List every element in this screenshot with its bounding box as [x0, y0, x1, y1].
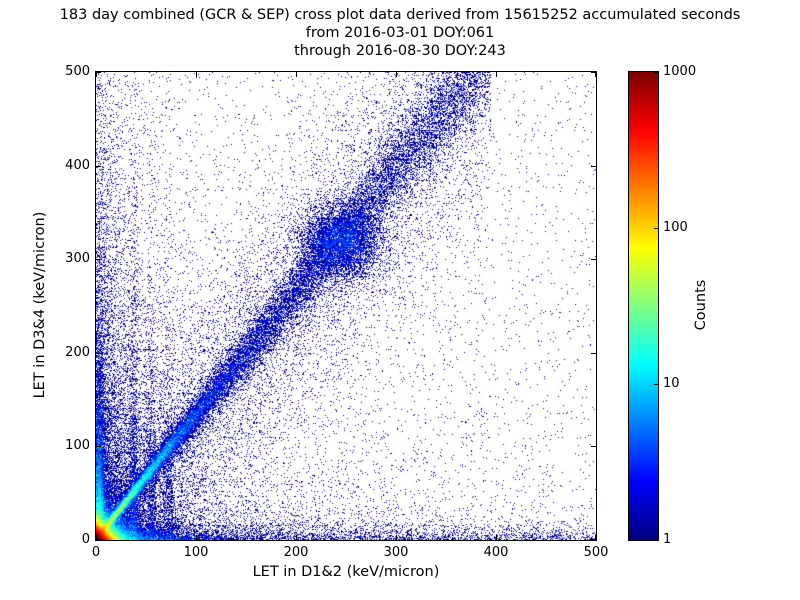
- y-tick-mark: [96, 539, 101, 540]
- x-tick-mark: [196, 535, 197, 540]
- colorbar: [628, 71, 659, 541]
- x-tick-label: 0: [91, 545, 101, 560]
- histogram-canvas: [96, 72, 596, 540]
- plot-area: [95, 71, 597, 541]
- y-tick-mark-right: [591, 166, 596, 167]
- y-tick-mark-right: [591, 72, 596, 73]
- y-tick-mark-right: [591, 446, 596, 447]
- colorbar-gradient-canvas: [629, 72, 658, 540]
- x-tick-label: 100: [183, 545, 209, 560]
- colorbar-tick-mark: [654, 228, 658, 229]
- x-tick-label: 400: [483, 545, 509, 560]
- y-tick-mark: [96, 446, 101, 447]
- colorbar-tick-mark: [654, 539, 658, 540]
- x-tick-mark-top: [496, 72, 497, 77]
- colorbar-axis-label: Counts: [693, 279, 709, 331]
- colorbar-tick-mark: [654, 384, 658, 385]
- x-tick-mark-top: [96, 72, 97, 77]
- colorbar-tick-label: 1000: [663, 64, 697, 79]
- x-tick-mark: [296, 535, 297, 540]
- y-tick-label: 500: [65, 64, 90, 79]
- y-tick-label: 200: [65, 344, 90, 360]
- y-tick-mark: [96, 259, 101, 260]
- y-tick-mark-right: [591, 259, 596, 260]
- x-tick-mark-top: [196, 72, 197, 77]
- x-tick-label: 500: [583, 545, 609, 560]
- x-axis-label: LET in D1&2 (keV/micron): [252, 564, 440, 580]
- y-axis-label: LET in D3&4 (keV/micron): [32, 211, 48, 399]
- y-tick-mark-right: [591, 539, 596, 540]
- x-tick-mark-top: [296, 72, 297, 77]
- colorbar-tick-label: 100: [663, 220, 688, 235]
- colorbar-tick-label: 1: [663, 532, 672, 547]
- chart-subtitle-through: through 2016-08-30 DOY:243: [294, 43, 506, 59]
- y-tick-mark: [96, 166, 101, 167]
- x-tick-label: 200: [283, 545, 309, 560]
- x-tick-mark-top: [396, 72, 397, 77]
- y-tick-label: 0: [81, 532, 90, 547]
- y-tick-label: 300: [65, 251, 90, 267]
- chart-subtitle-from: from 2016-03-01 DOY:061: [305, 25, 495, 41]
- y-tick-mark: [96, 72, 101, 73]
- y-tick-label: 400: [65, 157, 90, 173]
- x-tick-label: 300: [383, 545, 409, 560]
- x-tick-mark: [396, 535, 397, 540]
- x-tick-mark: [496, 535, 497, 540]
- y-tick-mark: [96, 353, 101, 354]
- colorbar-tick-label: 10: [663, 376, 680, 391]
- x-tick-mark: [96, 535, 97, 540]
- y-tick-label: 100: [65, 438, 90, 454]
- colorbar-tick-mark: [654, 72, 658, 73]
- chart-title: 183 day combined (GCR & SEP) cross plot …: [59, 7, 741, 23]
- x-tick-mark: [595, 535, 596, 540]
- x-tick-mark-top: [595, 72, 596, 77]
- y-tick-mark-right: [591, 353, 596, 354]
